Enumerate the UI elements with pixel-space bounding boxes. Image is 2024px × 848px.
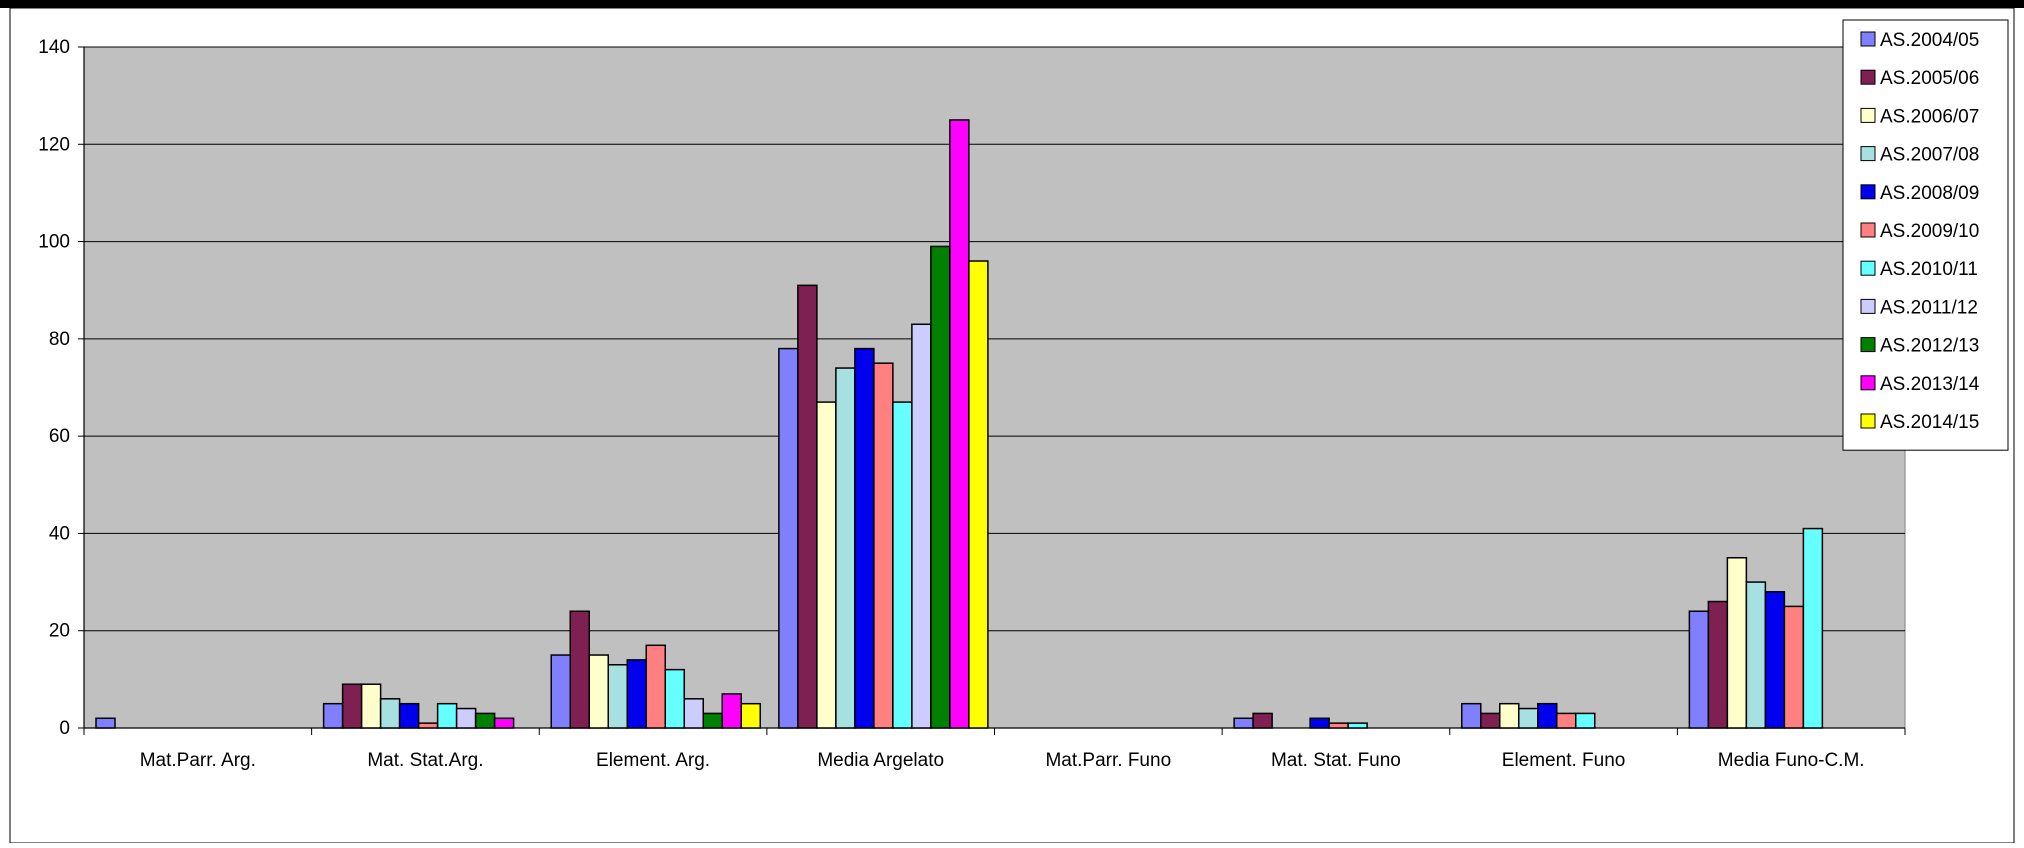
y-tick-label: 60 — [49, 426, 70, 447]
bar — [778, 347, 799, 729]
bar — [1783, 605, 1805, 729]
bar — [816, 401, 837, 729]
y-tick-label: 20 — [49, 621, 70, 642]
legend-swatch — [1860, 375, 1876, 391]
y-tick-label: 80 — [49, 329, 70, 350]
bar — [1537, 702, 1558, 729]
y-tick-label: 40 — [49, 523, 70, 544]
bar — [569, 610, 590, 729]
legend-label: AS.2006/07 — [1880, 106, 1979, 127]
bar — [664, 668, 685, 729]
bar — [588, 654, 609, 729]
bar — [721, 693, 742, 729]
y-tick-label: 0 — [59, 718, 70, 739]
x-tick-label: Media Argelato — [817, 750, 944, 771]
legend-swatch — [1860, 146, 1876, 162]
legend-swatch — [1860, 222, 1876, 238]
bar — [1480, 712, 1501, 729]
bar — [379, 698, 401, 729]
bar — [1764, 591, 1786, 729]
legend-label: AS.2005/06 — [1880, 68, 1979, 89]
legend-swatch — [1860, 413, 1876, 429]
y-tick-label: 100 — [38, 232, 70, 253]
bar — [1707, 600, 1729, 729]
bar — [607, 664, 628, 729]
bar — [1518, 707, 1539, 729]
bars — [95, 119, 1824, 729]
legend-swatch — [1860, 337, 1876, 353]
bar — [341, 683, 363, 729]
bar — [1688, 610, 1710, 729]
legend-label: AS.2010/11 — [1880, 259, 1978, 280]
y-tick-label: 140 — [38, 37, 70, 58]
bar — [398, 702, 420, 729]
top-border — [0, 0, 2024, 8]
legend-label: AS.2004/05 — [1880, 30, 1979, 51]
legend-label: AS.2014/15 — [1880, 412, 1979, 433]
legend-label: AS.2008/09 — [1880, 183, 1979, 204]
bar — [322, 702, 344, 729]
legend-swatch — [1860, 298, 1876, 314]
legend-swatch — [1860, 107, 1876, 123]
legend-swatch — [1860, 260, 1876, 276]
x-tick-label: Element. Funo — [1502, 750, 1626, 771]
gridlines — [84, 46, 1905, 632]
x-tick-label: Media Funo-C.M. — [1718, 750, 1865, 771]
y-tick-label: 120 — [38, 134, 70, 155]
bar — [474, 712, 496, 729]
bar — [626, 659, 647, 729]
bar — [1745, 581, 1767, 729]
bar — [797, 284, 818, 729]
bar — [1461, 702, 1482, 729]
x-tick-label: Mat. Stat.Arg. — [367, 750, 483, 771]
bar — [835, 367, 856, 729]
bar — [1575, 712, 1596, 729]
bar — [873, 362, 894, 729]
bar — [683, 698, 704, 729]
bar — [740, 702, 761, 729]
tick-labels: 0 20 40 60 80 100 120 140 Mat.Parr. Arg. Mat. Sta… — [38, 37, 1864, 771]
x-tick-label: Mat.Parr. Arg. — [140, 750, 256, 771]
bar — [1309, 717, 1330, 729]
legend-swatch — [1860, 184, 1876, 200]
bar — [1499, 702, 1520, 729]
bar — [892, 401, 913, 729]
legend: AS.2004/05 AS.2005/06 AS.2006/07 AS.2007/08… — [1842, 19, 2009, 451]
bar — [854, 347, 875, 729]
bar — [550, 654, 571, 729]
bar — [911, 323, 932, 729]
x-tick-label: Mat. Stat. Funo — [1271, 750, 1401, 771]
bar — [455, 707, 477, 729]
legend-label: AS.2007/08 — [1880, 145, 1979, 166]
legend-swatch — [1860, 69, 1876, 85]
bar — [1328, 722, 1349, 729]
bar — [930, 245, 951, 729]
bar — [417, 722, 439, 729]
bar — [360, 683, 382, 729]
bar — [95, 717, 116, 729]
bar — [1556, 712, 1577, 729]
bar — [1347, 722, 1368, 729]
legend-swatch — [1860, 31, 1876, 47]
bar — [968, 260, 989, 729]
bar — [1233, 717, 1254, 729]
x-tick-label: Mat.Parr. Funo — [1045, 750, 1171, 771]
bar — [1726, 557, 1748, 729]
bar — [436, 702, 458, 729]
bar — [1252, 712, 1273, 729]
legend-label: AS.2011/12 — [1880, 297, 1978, 318]
legend-label: AS.2012/13 — [1880, 336, 1979, 357]
bar — [702, 712, 723, 729]
bar — [493, 717, 515, 729]
legend-label: AS.2013/14 — [1880, 374, 1980, 395]
bar — [1802, 527, 1824, 729]
legend-label: AS.2009/10 — [1880, 221, 1979, 242]
plot-area — [83, 46, 1906, 729]
bar — [949, 119, 970, 729]
x-tick-label: Element. Arg. — [596, 750, 710, 771]
bar — [645, 644, 666, 729]
